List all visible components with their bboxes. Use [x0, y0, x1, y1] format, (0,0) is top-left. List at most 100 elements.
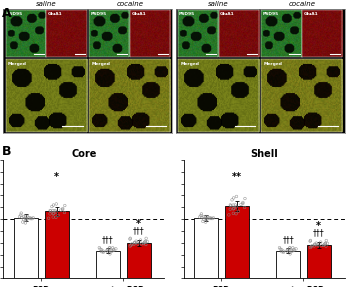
- Point: [229, 197, 235, 202]
- Point: [287, 246, 292, 250]
- Point: [226, 213, 232, 217]
- Point: [234, 205, 239, 209]
- Point: [132, 240, 137, 245]
- Point: [233, 212, 239, 216]
- Point: [308, 245, 313, 250]
- Point: [287, 245, 293, 250]
- Point: [236, 209, 241, 214]
- Point: [131, 242, 137, 247]
- Point: [143, 242, 149, 247]
- Point: [21, 218, 26, 222]
- Title: Shell: Shell: [250, 149, 278, 159]
- Point: [315, 242, 320, 247]
- Point: [211, 216, 216, 220]
- Point: [31, 216, 36, 220]
- Point: [47, 212, 53, 216]
- Point: [312, 242, 318, 247]
- Text: *: *: [316, 221, 321, 231]
- Point: [107, 245, 113, 250]
- Point: [127, 237, 133, 241]
- Bar: [96, 251, 120, 278]
- Text: †††: †††: [133, 226, 144, 235]
- Point: [311, 244, 317, 248]
- Text: cocaine: cocaine: [116, 1, 143, 7]
- Point: [104, 249, 109, 253]
- Bar: [194, 218, 218, 278]
- Point: [321, 243, 326, 248]
- Point: [105, 248, 110, 252]
- Point: [49, 204, 55, 209]
- Point: [280, 249, 286, 253]
- Point: [142, 240, 147, 245]
- Point: [240, 200, 246, 205]
- Point: [27, 216, 33, 220]
- Point: [315, 243, 321, 248]
- Point: [240, 201, 246, 206]
- Point: [279, 247, 284, 252]
- Point: [55, 213, 61, 218]
- Point: [205, 214, 210, 219]
- Point: [139, 242, 144, 246]
- Point: [200, 219, 206, 224]
- Point: [62, 210, 67, 215]
- Point: [323, 242, 328, 246]
- Point: [18, 213, 24, 217]
- Point: [113, 247, 119, 251]
- Bar: [45, 212, 69, 278]
- Point: [110, 245, 116, 250]
- Point: [17, 214, 22, 219]
- Bar: [225, 206, 249, 278]
- Point: [204, 217, 210, 221]
- Point: [62, 203, 68, 208]
- Point: [51, 203, 56, 207]
- Text: saline: saline: [36, 1, 56, 7]
- Point: [28, 216, 33, 221]
- Point: [47, 208, 53, 213]
- Point: [231, 196, 236, 200]
- Point: [111, 248, 117, 253]
- Point: [291, 248, 297, 253]
- Point: [133, 239, 139, 243]
- Text: A: A: [2, 7, 11, 20]
- Point: [144, 239, 150, 244]
- Text: †††: †††: [283, 235, 294, 244]
- Point: [96, 245, 102, 250]
- Point: [111, 247, 117, 252]
- Bar: [307, 245, 331, 278]
- Point: [19, 215, 25, 220]
- Text: **: **: [232, 172, 242, 182]
- Point: [232, 203, 238, 207]
- Title: Core: Core: [71, 149, 97, 159]
- Point: [231, 206, 237, 211]
- Point: [242, 205, 247, 210]
- Point: [23, 214, 29, 218]
- Point: [60, 207, 65, 212]
- Point: [97, 247, 103, 251]
- Point: [21, 214, 26, 219]
- Point: [242, 196, 248, 201]
- Point: [18, 211, 24, 216]
- Point: [228, 207, 233, 212]
- Point: [101, 250, 106, 255]
- Bar: [276, 251, 300, 278]
- Point: [290, 245, 295, 250]
- Point: [323, 241, 328, 246]
- Point: [46, 216, 52, 220]
- Point: [238, 202, 244, 207]
- Point: [287, 252, 293, 256]
- Point: [322, 242, 327, 247]
- Bar: [127, 243, 151, 278]
- Point: [228, 203, 234, 208]
- Point: [129, 242, 135, 246]
- Text: B: B: [2, 145, 11, 158]
- Point: [53, 210, 59, 214]
- Point: [199, 212, 204, 216]
- Point: [23, 221, 28, 225]
- Point: [209, 216, 215, 221]
- Point: [142, 240, 148, 244]
- Point: [309, 243, 315, 248]
- Point: [201, 217, 207, 222]
- Point: [24, 217, 30, 222]
- Point: [279, 249, 285, 254]
- Point: [141, 241, 146, 246]
